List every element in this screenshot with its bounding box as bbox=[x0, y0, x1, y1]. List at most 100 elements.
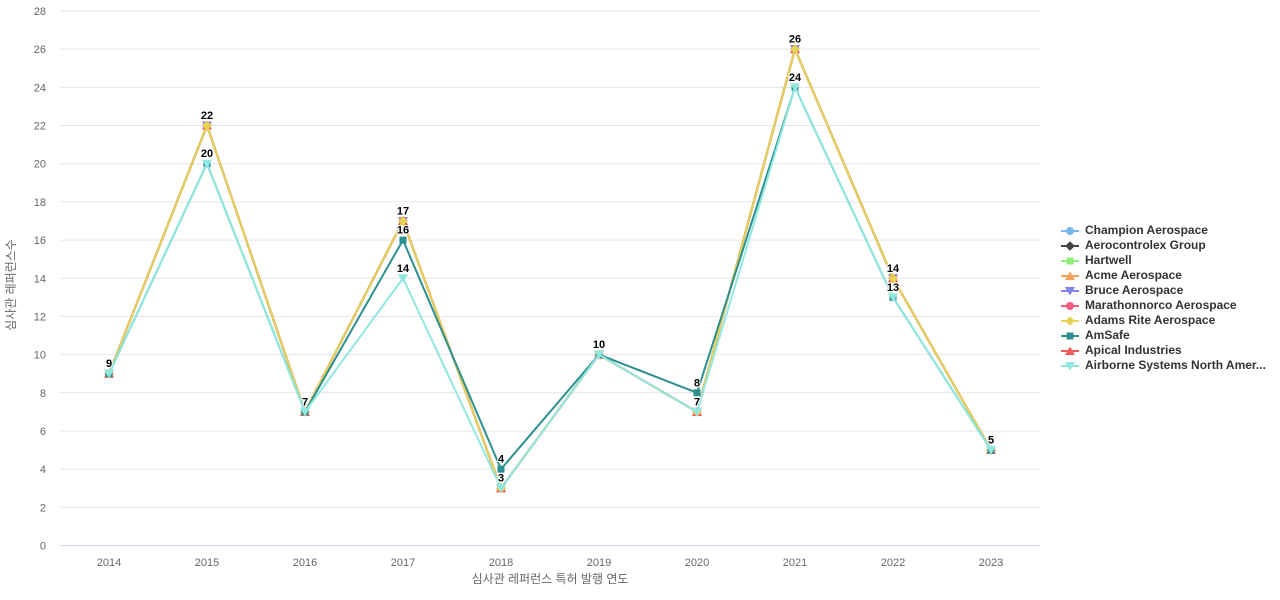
legend-symbol bbox=[1065, 346, 1075, 355]
y-tick-label: 18 bbox=[34, 197, 46, 209]
y-tick-label: 16 bbox=[34, 235, 46, 247]
legend-label: Bruce Aerospace bbox=[1085, 283, 1184, 297]
data-labels-layer: 9 22 20 7 17 16 14 4 3 10 8 7 26 24 14 13 5 bbox=[105, 33, 995, 486]
data-label: 5 bbox=[988, 435, 994, 447]
series-layer bbox=[104, 44, 996, 494]
series-marker bbox=[594, 350, 604, 360]
legend-item-champion-aerospace[interactable]: Champion Aerospace bbox=[1060, 223, 1266, 238]
legend-marker-triangle-down-icon bbox=[1061, 286, 1079, 295]
x-tick-label: 2016 bbox=[293, 557, 317, 569]
data-label: 14 bbox=[887, 263, 900, 275]
legend-marker-circle-icon bbox=[1061, 226, 1079, 235]
legend-label: Aerocontrolex Group bbox=[1085, 238, 1206, 252]
series-acme-aerospace bbox=[104, 44, 996, 493]
legend-symbol bbox=[1066, 332, 1074, 339]
data-label: 16 bbox=[397, 225, 409, 237]
legend-symbol bbox=[1065, 315, 1075, 326]
y-tick-label: 2 bbox=[40, 502, 46, 514]
series-marker bbox=[300, 407, 310, 417]
series-marker bbox=[497, 465, 505, 473]
legend-marker-diamond-icon bbox=[1061, 240, 1079, 251]
series-marker bbox=[693, 389, 701, 397]
y-tick-label: 8 bbox=[40, 388, 46, 400]
legend-item-apical-industries[interactable]: Apical Industries bbox=[1060, 343, 1266, 358]
data-label: 8 bbox=[694, 377, 700, 389]
legend-label: Acme Aerospace bbox=[1085, 268, 1182, 282]
y-tick-label: 0 bbox=[40, 541, 46, 553]
legend-label: Champion Aerospace bbox=[1085, 223, 1208, 237]
series-aerocontrolex-group bbox=[104, 44, 996, 494]
legend-symbol bbox=[1065, 361, 1075, 370]
series-hartwell bbox=[105, 45, 995, 492]
series-marker bbox=[790, 83, 800, 92]
x-tick-label: 2019 bbox=[587, 557, 611, 569]
series-apical-industries bbox=[104, 44, 996, 493]
legend-marker-triangle-icon bbox=[1061, 271, 1079, 280]
x-tick-label: 2022 bbox=[881, 557, 905, 569]
legend-label: Airborne Systems North Amer... bbox=[1085, 358, 1266, 372]
legend-item-bruce-aerospace[interactable]: Bruce Aerospace bbox=[1060, 283, 1266, 298]
series-marker bbox=[399, 236, 407, 244]
legend: Champion Aerospace Aerocontrolex Group Har… bbox=[1060, 223, 1266, 373]
legend-label: Hartwell bbox=[1085, 253, 1132, 267]
series-airborne-systems-north-amer- bbox=[104, 83, 996, 493]
x-tick-label: 2014 bbox=[97, 557, 121, 569]
y-tick-label: 28 bbox=[34, 6, 46, 18]
legend-item-hartwell[interactable]: Hartwell bbox=[1060, 253, 1266, 268]
legend-symbol bbox=[1066, 257, 1074, 264]
legend-item-aerocontrolex-group[interactable]: Aerocontrolex Group bbox=[1060, 238, 1266, 253]
series-marker bbox=[202, 120, 212, 131]
x-tick-label: 2015 bbox=[195, 557, 219, 569]
x-tick-label: 2020 bbox=[685, 557, 709, 569]
legend-marker-square-icon bbox=[1061, 257, 1079, 264]
data-label: 17 bbox=[397, 205, 409, 217]
y-tick-label: 22 bbox=[34, 121, 46, 133]
data-label: 9 bbox=[106, 358, 112, 370]
y-tick-label: 24 bbox=[34, 82, 46, 94]
series-marker bbox=[888, 293, 898, 302]
data-label: 26 bbox=[789, 34, 801, 46]
data-label: 13 bbox=[887, 282, 899, 294]
legend-marker-triangle-down-icon bbox=[1061, 361, 1079, 370]
x-tick-label: 2023 bbox=[979, 557, 1003, 569]
y-axis-title: 심사관 레퍼런스수 bbox=[4, 239, 18, 331]
data-label: 3 bbox=[498, 473, 504, 485]
legend-item-marathonnorco-aerospace[interactable]: Marathonnorco Aerospace bbox=[1060, 298, 1266, 313]
legend-item-acme-aerospace[interactable]: Acme Aerospace bbox=[1060, 268, 1266, 283]
legend-marker-square-icon bbox=[1061, 332, 1079, 339]
series-marker bbox=[888, 273, 898, 284]
legend-label: Adams Rite Aerospace bbox=[1085, 313, 1216, 327]
legend-item-adams-rite-aerospace[interactable]: Adams Rite Aerospace bbox=[1060, 313, 1266, 328]
legend-marker-triangle-icon bbox=[1061, 346, 1079, 355]
x-axis-title: 심사관 레퍼런스 특허 발행 연도 bbox=[472, 571, 629, 586]
y-tick-label: 20 bbox=[34, 159, 46, 171]
legend-label: Apical Industries bbox=[1085, 343, 1182, 357]
legend-item-airborne-systems-north-amer-[interactable]: Airborne Systems North Amer... bbox=[1060, 358, 1266, 373]
data-label: 7 bbox=[694, 396, 700, 408]
y-tick-label: 12 bbox=[34, 311, 46, 323]
legend-marker-circle-icon bbox=[1061, 301, 1079, 310]
series-marker bbox=[398, 274, 408, 283]
series-marker bbox=[104, 369, 114, 379]
legend-label: Marathonnorco Aerospace bbox=[1085, 298, 1237, 312]
series-adams-rite-aerospace bbox=[104, 44, 996, 494]
x-tick-label: 2017 bbox=[391, 557, 415, 569]
series-marker bbox=[692, 407, 702, 417]
data-label: 14 bbox=[397, 263, 410, 275]
x-tick-label: 2018 bbox=[489, 557, 513, 569]
y-tick-label: 4 bbox=[40, 464, 46, 476]
legend-symbol bbox=[1065, 240, 1075, 251]
legend-marker-diamond-icon bbox=[1061, 315, 1079, 326]
legend-item-amsafe[interactable]: AmSafe bbox=[1060, 328, 1266, 343]
data-label: 22 bbox=[201, 110, 213, 122]
x-tick-label: 2021 bbox=[783, 557, 807, 569]
data-label: 10 bbox=[593, 339, 605, 351]
y-tick-label: 14 bbox=[34, 273, 46, 285]
data-label: 20 bbox=[201, 148, 213, 160]
y-tick-label: 26 bbox=[34, 44, 46, 56]
legend-symbol bbox=[1066, 301, 1074, 310]
legend-label: AmSafe bbox=[1085, 328, 1130, 342]
